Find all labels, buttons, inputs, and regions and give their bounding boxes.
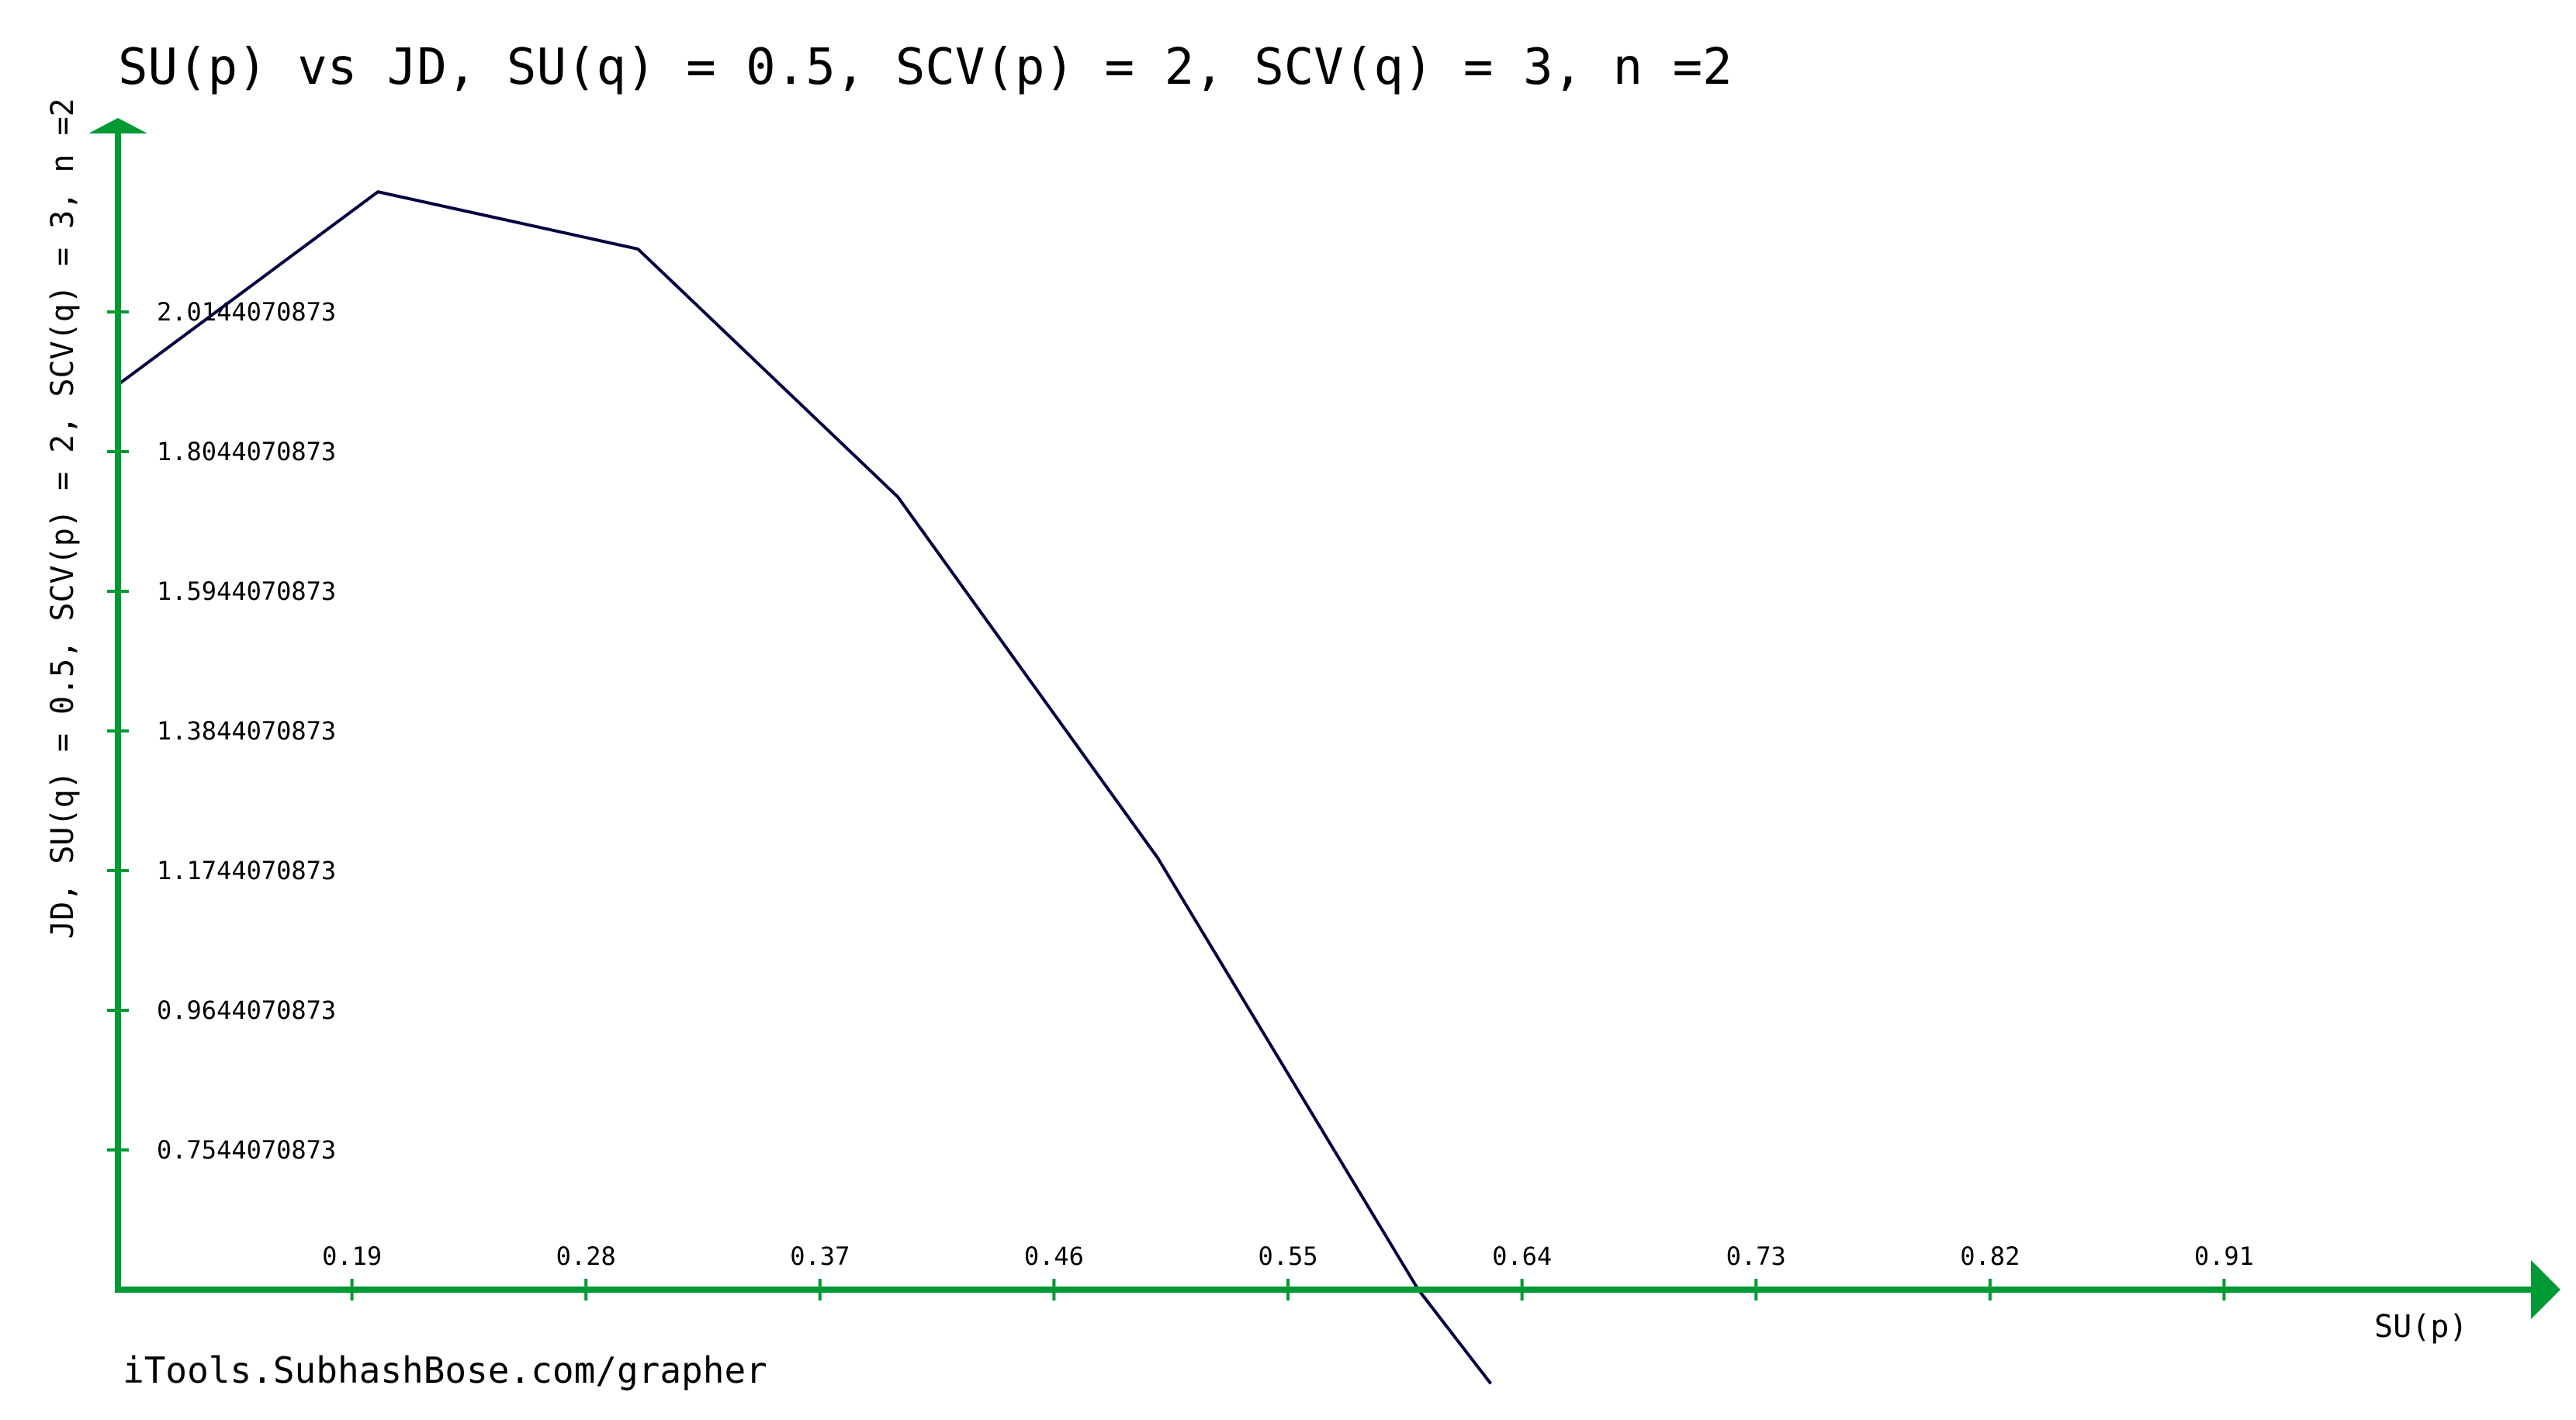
x-tick-label: 0.64	[1492, 1242, 1552, 1271]
x-tick-label: 0.82	[1960, 1242, 2020, 1271]
y-tick-label: 1.1744070873	[157, 856, 336, 885]
x-tick-label: 0.46	[1024, 1242, 1084, 1271]
x-tick-label: 0.28	[556, 1242, 616, 1271]
y-tick-label: 1.8044070873	[157, 437, 336, 466]
x-tick-label: 0.55	[1258, 1242, 1317, 1271]
series-layer	[116, 190, 1492, 1385]
axes-layer	[88, 118, 2560, 1319]
x-axis-arrow	[2531, 1260, 2560, 1319]
series-line-0	[116, 190, 1492, 1385]
y-tick-label: 2.0144070873	[157, 297, 336, 327]
y-axis-arrow	[88, 118, 147, 133]
y-tick-label: 0.7544070873	[157, 1135, 336, 1165]
y-tick-label: 1.3844070873	[157, 716, 336, 746]
x-tick-label: 0.73	[1726, 1242, 1786, 1271]
x-tick-label: 0.91	[2194, 1242, 2254, 1271]
ticks-layer: 0.19 0.28 0.37 0.46 0.55 0.64 0.73 0.82 0.91 0.75…	[107, 297, 2254, 1301]
x-axis-label: SU(p)	[2374, 1309, 2467, 1345]
y-tick-label: 0.9644070873	[157, 996, 336, 1025]
chart-title: SU(p) vs JD, SU(q) = 0.5, SCV(p) = 2, SC…	[118, 39, 1733, 96]
y-axis-label: JD, SU(q) = 0.5, SCV(p) = 2, SCV(q) = 3,…	[45, 98, 81, 939]
x-tick-label: 0.37	[790, 1242, 850, 1271]
credit-text: iTools.SubhashBose.com/grapher	[123, 1349, 767, 1391]
y-tick-label: 1.5944070873	[157, 577, 336, 606]
x-tick-label: 0.19	[322, 1242, 382, 1271]
